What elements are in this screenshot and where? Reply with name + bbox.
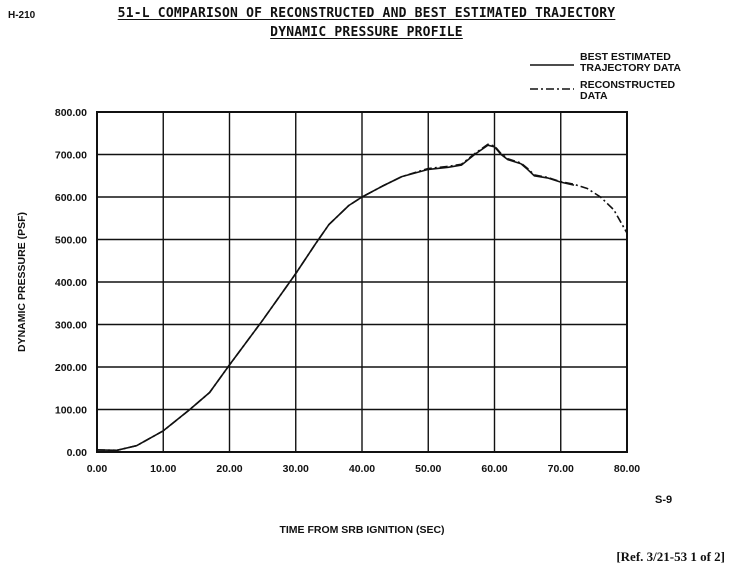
chart-title: 51-L COMPARISON OF RECONSTRUCTED AND BES…: [0, 6, 733, 21]
x-tick-label: 80.00: [614, 463, 640, 475]
x-tick-label: 20.00: [216, 463, 242, 475]
x-tick-label: 30.00: [283, 463, 309, 475]
y-tick-label: 300.00: [55, 320, 87, 332]
page-mark: S-9: [655, 494, 673, 506]
y-tick-label: 600.00: [55, 192, 87, 204]
x-tick-label: 40.00: [349, 463, 375, 475]
reference-note: [Ref. 3/21-53 1 of 2]: [616, 549, 725, 564]
chart-title-text: 51-L COMPARISON OF RECONSTRUCTED AND BES…: [117, 6, 616, 21]
x-tick-label: 10.00: [150, 463, 176, 475]
x-axis-label: TIME FROM SRB IGNITION (SEC): [279, 524, 445, 536]
legend-solid-line-sample: [530, 64, 574, 66]
legend-label-reconstructed: RECONSTRUCTED DATA: [580, 79, 676, 102]
x-tick-label: 70.00: [548, 463, 574, 475]
series-line-reconstructed: [96, 143, 628, 452]
legend-label-best-estimated: BEST ESTIMATED TRAJECTORY DATA: [580, 51, 681, 74]
legend-dashdot-line-sample: [530, 88, 574, 90]
y-tick-label: 200.00: [55, 362, 87, 374]
page-id: H-210: [8, 10, 36, 21]
x-tick-label: 60.00: [481, 463, 507, 475]
chart-subtitle: DYNAMIC PRESSURE PROFILE: [0, 25, 733, 40]
y-tick-label: 0.00: [67, 447, 88, 459]
y-tick-label: 500.00: [55, 235, 87, 247]
chart-subtitle-text: DYNAMIC PRESSURE PROFILE: [270, 25, 463, 40]
x-tick-label: 0.00: [87, 463, 108, 475]
series-line-best-estimated: [96, 144, 575, 452]
y-tick-label: 100.00: [55, 405, 87, 417]
y-axis-label: DYNAMIC PRESSURE (PSF): [16, 211, 28, 353]
y-tick-label: 400.00: [55, 277, 87, 289]
chart-legend: BEST ESTIMATED TRAJECTORY DATA RECONSTRU…: [530, 50, 730, 106]
y-tick-label: 700.00: [55, 150, 87, 162]
y-tick-label: 800.00: [55, 107, 87, 119]
x-tick-label: 50.00: [415, 463, 441, 475]
